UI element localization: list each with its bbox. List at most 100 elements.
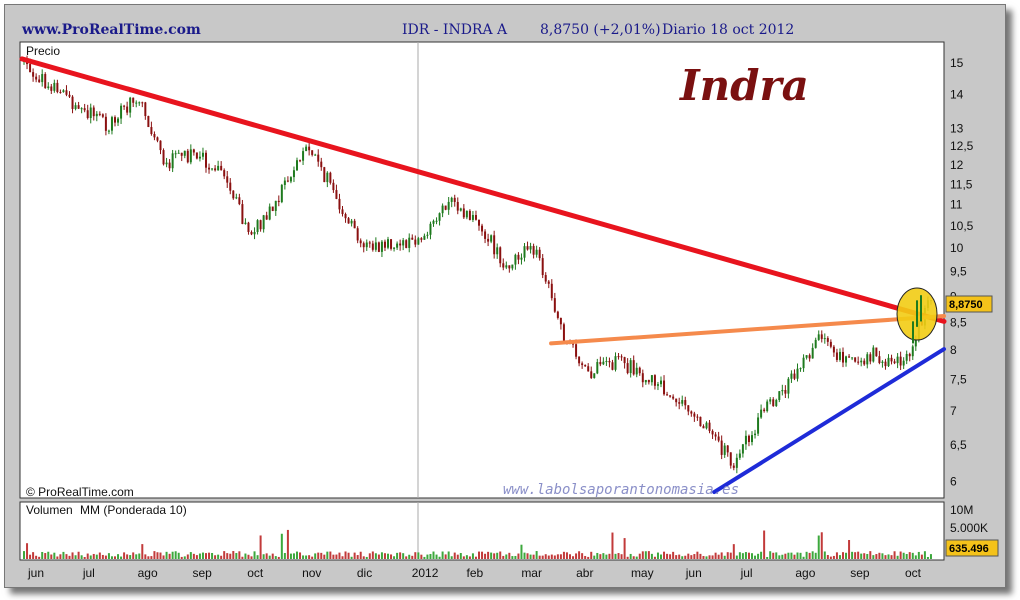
volume-bar	[77, 551, 80, 559]
volume-bar	[738, 552, 741, 559]
volume-bar	[429, 553, 432, 559]
volume-bar	[183, 556, 186, 559]
volume-bar	[380, 552, 383, 559]
candle-body	[144, 102, 147, 117]
volume-bar	[62, 551, 65, 559]
volume-bar	[711, 555, 714, 559]
volume-bar	[129, 555, 132, 559]
volume-bar	[660, 554, 662, 559]
site-url[interactable]: www.ProRealTime.com	[22, 22, 201, 38]
volume-bar	[89, 555, 92, 559]
volume-bar	[186, 554, 189, 559]
volume-bar	[811, 551, 814, 559]
x-tick-label: jul	[82, 566, 95, 580]
volume-bar	[274, 556, 277, 559]
volume-bar	[29, 554, 32, 559]
candle-body	[723, 445, 726, 455]
candle-body	[159, 140, 162, 151]
candle-body	[769, 399, 772, 402]
candle-body	[168, 162, 171, 169]
volume-bar	[493, 553, 496, 559]
volume-bar	[547, 555, 550, 559]
volume-bar	[135, 554, 138, 559]
volume-bar	[584, 555, 587, 559]
volume-bar	[784, 553, 787, 559]
candle-body	[217, 165, 220, 171]
candle-body	[198, 156, 201, 159]
candle-body	[56, 82, 59, 93]
volume-bar	[884, 555, 887, 559]
candle-body	[250, 231, 253, 235]
volume-bar	[299, 552, 302, 559]
candle-body	[59, 92, 62, 94]
breakout-body	[912, 321, 914, 344]
volume-bar	[663, 551, 666, 559]
volume-bar	[799, 552, 802, 559]
candle-body	[820, 334, 823, 339]
volume-bar	[741, 553, 744, 559]
candle-body	[660, 380, 662, 385]
volume-bar	[265, 553, 268, 559]
volume-bar	[450, 556, 453, 559]
candle-body	[86, 110, 89, 118]
y-tick-label: 8,5	[950, 315, 967, 329]
candle-body	[374, 242, 377, 250]
candle-body	[714, 434, 717, 437]
candle-body	[499, 247, 502, 264]
candle-body	[890, 357, 893, 362]
volume-bar	[899, 551, 902, 559]
candle-body	[447, 201, 450, 210]
volume-bar	[353, 552, 356, 559]
volume-bar	[468, 556, 471, 559]
y-tick-label: 15	[950, 56, 964, 70]
candle-body	[211, 168, 214, 170]
candle-body	[623, 357, 626, 364]
candle-body	[71, 96, 74, 109]
candle-body	[107, 130, 110, 132]
candle-body	[110, 117, 113, 131]
volume-bar	[98, 552, 101, 559]
candle-body	[741, 444, 744, 454]
candle-body	[656, 384, 659, 386]
candle-body	[608, 361, 611, 363]
candle-body	[98, 113, 101, 115]
volume-bar	[256, 555, 259, 559]
volume-bar	[83, 556, 86, 559]
x-tick-label: dic	[357, 566, 372, 580]
volume-bar	[217, 554, 220, 559]
candle-body	[517, 254, 520, 260]
candle-body	[323, 167, 326, 183]
volume-bar	[848, 539, 851, 559]
volume-bar	[820, 532, 823, 559]
candle-body	[635, 367, 638, 375]
candle-body	[402, 240, 405, 246]
volume-bar	[229, 553, 232, 559]
volume-bar	[117, 554, 120, 559]
candle-body	[171, 153, 174, 169]
volume-bar	[123, 552, 126, 559]
volume-bar	[396, 552, 399, 559]
volume-bar	[641, 551, 644, 559]
candle-body	[829, 341, 832, 347]
candle-body	[893, 361, 896, 364]
volume-bar	[526, 553, 529, 559]
candle-body	[508, 265, 511, 269]
candle-body	[678, 402, 681, 404]
candle-body	[572, 343, 575, 345]
volume-bar	[471, 553, 474, 559]
candle-body	[50, 86, 53, 91]
volume-bar	[47, 551, 50, 559]
volume-bar	[374, 553, 377, 559]
candle-body	[681, 400, 684, 404]
volume-bar	[626, 556, 629, 559]
volume-bar	[356, 555, 359, 559]
candle-body	[832, 346, 835, 353]
volume-bar	[678, 554, 681, 559]
candle-body	[41, 74, 44, 83]
volume-bar	[144, 554, 147, 559]
candle-body	[596, 362, 599, 374]
volume-bar	[323, 554, 326, 559]
y-tick-label: 11,5	[950, 177, 973, 191]
volume-bar	[520, 544, 523, 559]
volume-bar	[432, 551, 435, 559]
